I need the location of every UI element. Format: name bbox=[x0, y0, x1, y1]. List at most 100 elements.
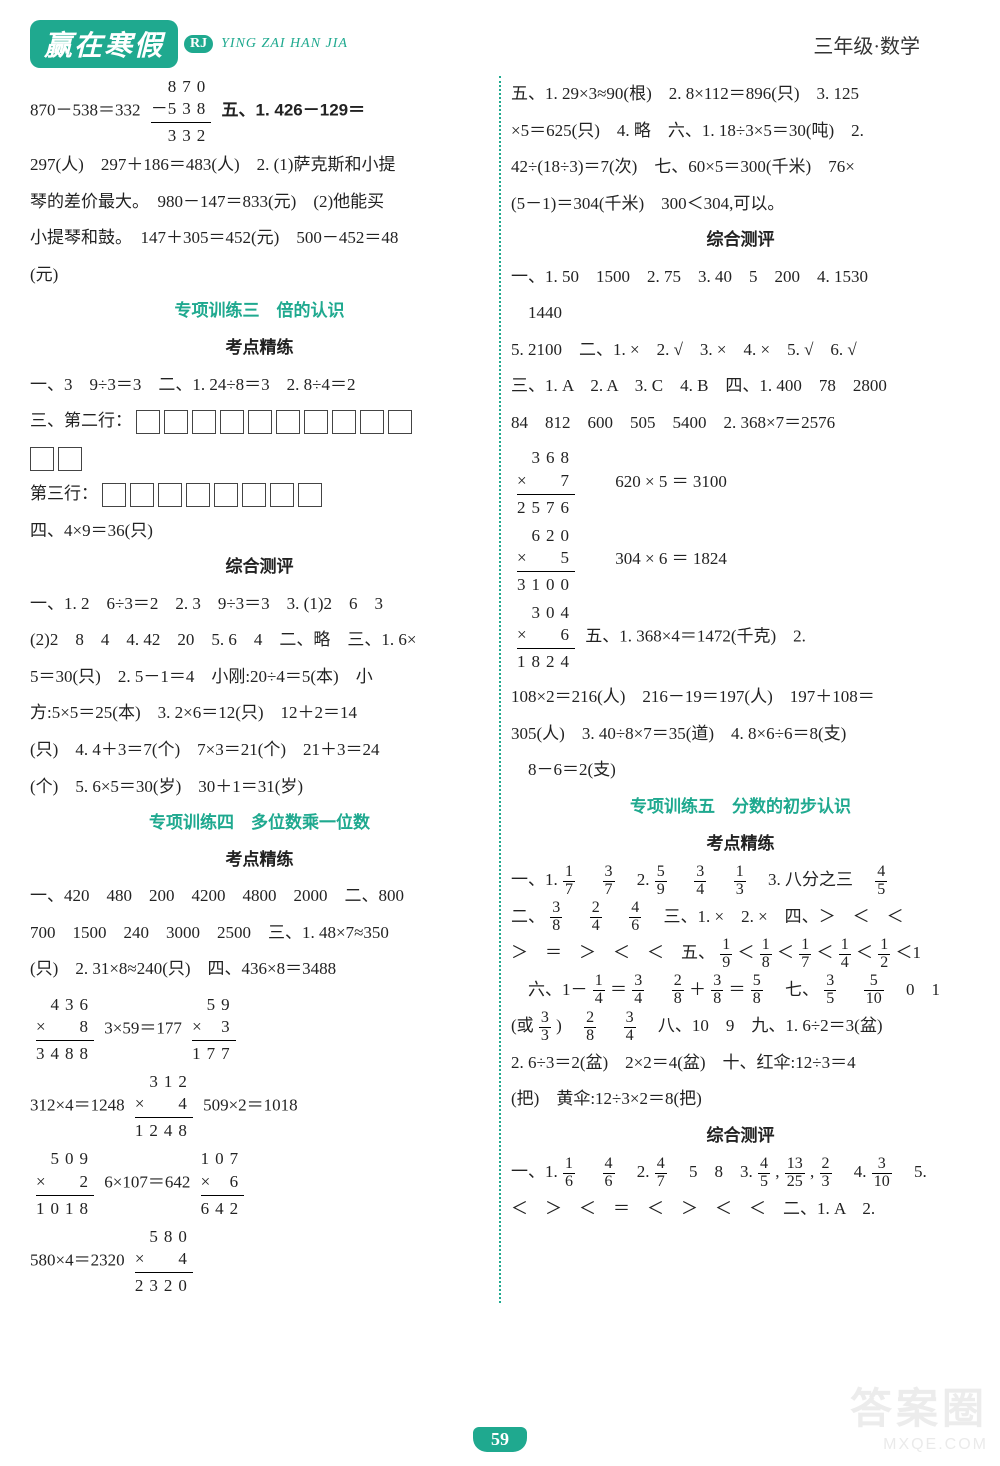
text: 509×2＝1018 bbox=[203, 1096, 298, 1115]
calc-row: 312×4＝1248 312 ×4 1248 509×2＝1018 bbox=[30, 1071, 489, 1142]
line: ＜ ＞ ＜ ＝ ＜ ＞ ＜ ＜ 二、1. A 2. bbox=[511, 1191, 970, 1228]
text: 3×59＝177 bbox=[104, 1018, 182, 1037]
calc-row: 620 ×5 3100 304 × 6 ＝ 1824 bbox=[511, 525, 970, 596]
vertical-calc: 580 ×4 2320 bbox=[135, 1226, 193, 1297]
line: 小提琴和鼓。 147＋305＝452(元) 500－452＝48 bbox=[30, 220, 489, 257]
line: 五、1. 29×3≈90(根) 2. 8×112＝896(只) 3. 125 bbox=[511, 76, 970, 113]
line: 5＝30(只) 2. 5－1＝4 小刚:20÷4＝5(本) 小 bbox=[30, 659, 489, 696]
vertical-calc: 436 ×8 3488 bbox=[36, 994, 94, 1065]
fraction: 33 bbox=[539, 1010, 551, 1045]
line: 一、1. 17 37 2. 59 34 13 3. 八分之三 45 bbox=[511, 862, 970, 899]
vertical-calc: 620 ×5 3100 bbox=[517, 525, 575, 596]
section-title: 专项训练五 分数的初步认识 bbox=[511, 789, 970, 826]
fraction: 38 bbox=[550, 900, 562, 935]
line: 方:5×5＝25(本) 3. 2×6＝12(只) 12＋2＝14 bbox=[30, 695, 489, 732]
text: 一、1. bbox=[511, 870, 562, 889]
fraction: 17 bbox=[563, 864, 575, 899]
line: 42÷(18÷3)＝7(次) 七、60×5＝300(千米) 76× bbox=[511, 149, 970, 186]
fraction: 28 bbox=[584, 1010, 596, 1045]
line: 三、第二行： bbox=[30, 403, 489, 440]
watermark-small: MXQE.COM bbox=[850, 1436, 988, 1454]
left-column: 870－538＝332 870 －538 332 五、1. 426－129＝ 2… bbox=[30, 76, 489, 1303]
line: 一、1. 16 46 2. 47 5 8 3. 45 , 1325 , 23 4… bbox=[511, 1154, 970, 1191]
text: 五、1. 426－129＝ bbox=[222, 101, 366, 120]
vertical-calc: 509 ×2 1018 bbox=[36, 1148, 94, 1219]
sub-title: 考点精练 bbox=[30, 330, 489, 367]
calc-row: 580×4＝2320 580 ×4 2320 bbox=[30, 1226, 489, 1297]
line: 2. 6÷3＝2(盆) 2×2＝4(盆) 十、红伞:12÷3＝4 bbox=[511, 1045, 970, 1082]
line: 870－538＝332 870 －538 332 五、1. 426－129＝ bbox=[30, 76, 489, 147]
line: (或 33 ) 28 34 八、10 9 九、1. 6÷2＝3(盆) bbox=[511, 1008, 970, 1045]
line: 第三行： bbox=[30, 476, 489, 513]
fraction: 46 bbox=[629, 900, 641, 935]
fraction: 16 bbox=[563, 1156, 575, 1191]
fraction: 35 bbox=[824, 973, 836, 1008]
fraction: 14 bbox=[839, 937, 851, 972]
right-column: 五、1. 29×3≈90(根) 2. 8×112＝896(只) 3. 125 ×… bbox=[511, 76, 970, 1303]
column-divider bbox=[499, 76, 501, 1303]
line: (个) 5. 6×5＝30(岁) 30＋1＝31(岁) bbox=[30, 769, 489, 806]
text: 870－538＝332 bbox=[30, 101, 141, 120]
fraction: 34 bbox=[624, 1010, 636, 1045]
fraction: 18 bbox=[760, 937, 772, 972]
text: 312×4＝1248 bbox=[30, 1096, 125, 1115]
fraction: 310 bbox=[872, 1156, 892, 1191]
vertical-calc: 59 ×3 177 bbox=[192, 994, 236, 1065]
text: 第三行： bbox=[30, 484, 98, 503]
fraction: 28 bbox=[672, 973, 684, 1008]
text: 6×107＝642 bbox=[104, 1173, 190, 1192]
line: (5－1)＝304(千米) 300＜304,可以。 bbox=[511, 186, 970, 223]
line: 三、1. A 2. A 3. C 4. B 四、1. 400 78 2800 bbox=[511, 368, 970, 405]
watermark-big: 答案圈 bbox=[850, 1375, 988, 1436]
line: 一、3 9÷3＝3 二、1. 24÷8＝3 2. 8÷4＝2 bbox=[30, 367, 489, 404]
line: 305(人) 3. 40÷8×7＝35(道) 4. 8×6÷6＝8(支) bbox=[511, 716, 970, 753]
line: 1440 bbox=[511, 295, 970, 332]
line: (只) 2. 31×8≈240(只) 四、436×8＝3488 bbox=[30, 951, 489, 988]
logo-badge: 赢在寒假 bbox=[30, 20, 178, 68]
fraction: 46 bbox=[603, 1156, 615, 1191]
line: 84 812 600 505 5400 2. 368×7＝2576 bbox=[511, 405, 970, 442]
fraction: 12 bbox=[878, 937, 890, 972]
fraction: 1325 bbox=[785, 1156, 805, 1191]
box-row bbox=[102, 484, 326, 503]
fraction: 45 bbox=[758, 1156, 770, 1191]
sub-title: 综合测评 bbox=[30, 549, 489, 586]
line: 297(人) 297＋186＝483(人) 2. (1)萨克斯和小提 bbox=[30, 147, 489, 184]
section-title: 专项训练三 倍的认识 bbox=[30, 293, 489, 330]
line: (元) bbox=[30, 257, 489, 294]
fraction: 24 bbox=[590, 900, 602, 935]
sub-title: 综合测评 bbox=[511, 1118, 970, 1155]
vertical-calc: 312 ×4 1248 bbox=[135, 1071, 193, 1142]
calc-row: 509 ×2 1018 6×107＝642 107 ×6 642 bbox=[30, 1148, 489, 1219]
line: 5. 2100 二、1. × 2. √ 3. × 4. × 5. √ 6. √ bbox=[511, 332, 970, 369]
line: ＞ ＝ ＞ ＜ ＜ 五、 19 ＜ 18 ＜ 17 ＜ 14 ＜ 12 ＜1 bbox=[511, 935, 970, 972]
line: 琴的差价最大。 980－147＝833(元) (2)他能买 bbox=[30, 184, 489, 221]
line: ×5＝625(只) 4. 略 六、1. 18÷3×5＝30(吨) 2. bbox=[511, 113, 970, 150]
pinyin: YING ZAI HAN JIA bbox=[221, 36, 348, 52]
line: 四、4×9＝36(只) bbox=[30, 513, 489, 550]
calc-row: 436 ×8 3488 3×59＝177 59 ×3 177 bbox=[30, 994, 489, 1065]
text: 304 × 6 ＝ 1824 bbox=[615, 549, 727, 568]
watermark: 答案圈 MXQE.COM bbox=[850, 1375, 988, 1454]
line: (只) 4. 4＋3＝7(个) 7×3＝21(个) 21＋3＝24 bbox=[30, 732, 489, 769]
line: 108×2＝216(人) 216－19＝197(人) 197＋108＝ bbox=[511, 679, 970, 716]
vertical-calc: 870 －538 332 bbox=[151, 76, 212, 147]
text: 620 × 5 ＝ 3100 bbox=[615, 472, 727, 491]
line bbox=[30, 440, 489, 477]
line: 二、 38 24 46 三、1. × 2. × 四、＞ ＜ ＜ bbox=[511, 899, 970, 936]
sub-title: 考点精练 bbox=[511, 826, 970, 863]
text: 580×4＝2320 bbox=[30, 1250, 125, 1269]
sub-title: 综合测评 bbox=[511, 222, 970, 259]
fraction: 14 bbox=[593, 973, 605, 1008]
fraction: 13 bbox=[734, 864, 746, 899]
fraction: 23 bbox=[820, 1156, 832, 1191]
fraction: 34 bbox=[632, 973, 644, 1008]
fraction: 34 bbox=[694, 864, 706, 899]
line: 一、1. 2 6÷3＝2 2. 3 9÷3＝3 3. (1)2 6 3 bbox=[30, 586, 489, 623]
line: 700 1500 240 3000 2500 三、1. 48×7≈350 bbox=[30, 915, 489, 952]
fraction: 510 bbox=[864, 973, 884, 1008]
fraction: 17 bbox=[799, 937, 811, 972]
fraction: 59 bbox=[655, 864, 667, 899]
page-header: 赢在寒假 RJ YING ZAI HAN JIA 三年级·数学 bbox=[0, 0, 1000, 76]
content-columns: 870－538＝332 870 －538 332 五、1. 426－129＝ 2… bbox=[0, 76, 1000, 1303]
